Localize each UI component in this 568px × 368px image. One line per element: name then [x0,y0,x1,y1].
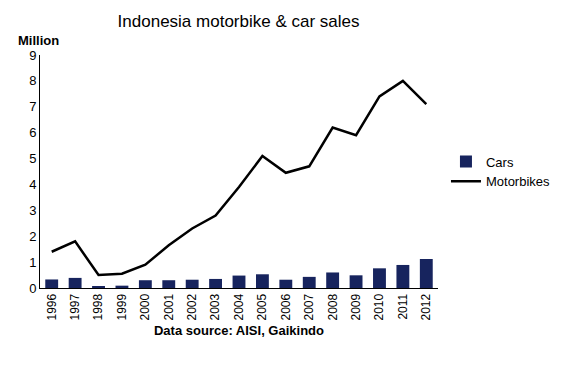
svg-text:2: 2 [29,229,36,244]
svg-text:Million: Million [18,33,59,48]
svg-text:7: 7 [29,99,36,114]
svg-text:4: 4 [29,177,36,192]
svg-text:1: 1 [29,255,36,270]
svg-text:2003: 2003 [208,293,222,320]
svg-text:2006: 2006 [279,293,293,320]
svg-text:2004: 2004 [232,293,246,320]
svg-text:2002: 2002 [185,293,199,320]
svg-text:1996: 1996 [45,293,59,320]
svg-text:2007: 2007 [302,293,316,320]
svg-text:2001: 2001 [162,293,176,320]
svg-text:3: 3 [29,203,36,218]
svg-text:2009: 2009 [349,293,363,320]
svg-text:2005: 2005 [255,293,269,320]
svg-text:2012: 2012 [419,293,433,320]
svg-text:2011: 2011 [396,293,410,319]
svg-text:1999: 1999 [115,293,129,320]
svg-text:6: 6 [29,125,36,140]
svg-text:0: 0 [29,281,36,296]
svg-text:2000: 2000 [138,293,152,320]
svg-text:Cars: Cars [486,155,514,170]
svg-text:Data source: AISI, Gaikindo: Data source: AISI, Gaikindo [154,323,324,338]
svg-text:1998: 1998 [91,293,105,320]
svg-text:Motorbikes: Motorbikes [486,174,550,189]
svg-text:2008: 2008 [326,293,340,320]
svg-text:8: 8 [29,73,36,88]
svg-text:5: 5 [29,151,36,166]
svg-text:Indonesia motorbike & car sale: Indonesia motorbike & car sales [118,12,360,31]
svg-text:2010: 2010 [372,293,386,320]
svg-text:1997: 1997 [68,293,82,320]
svg-text:9: 9 [29,48,36,63]
